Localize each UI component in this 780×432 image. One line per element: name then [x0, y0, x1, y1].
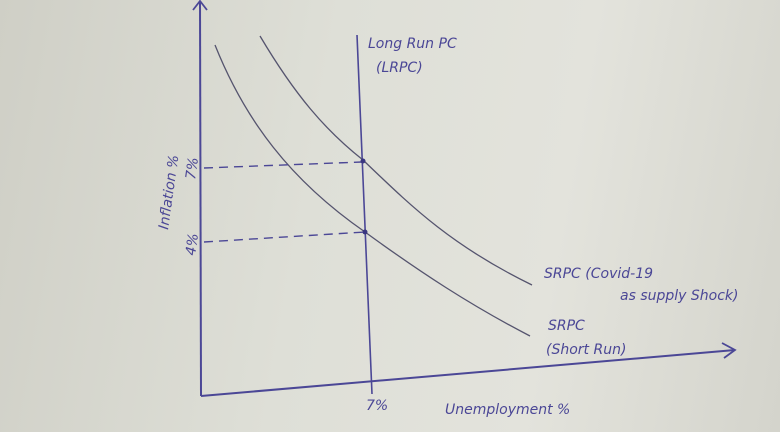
y-axis — [199, 1, 202, 397]
equilibrium-point-4 — [362, 229, 368, 235]
y-tick-4: 4% — [183, 232, 202, 256]
srpc-short-run-curve — [214, 44, 531, 337]
equilibrium-point-7 — [360, 158, 366, 164]
lrpc-label-line1: Long Run PC — [368, 36, 457, 52]
srpc-covid-label-line1: SRPC (Covid-19 — [544, 266, 653, 282]
y-axis-arrow-icon — [192, 0, 208, 11]
y-axis-label: Inflation % — [156, 154, 182, 231]
dashed-line-4 — [203, 231, 366, 243]
lrpc-label-line2: (LRPC) — [376, 60, 423, 76]
x-axis-arrow-icon — [721, 342, 737, 359]
y-tick-7: 7% — [183, 156, 202, 180]
srpc-label-line2: (Short Run) — [546, 342, 626, 358]
lrpc-line — [356, 34, 373, 395]
x-tick-7: 7% — [366, 398, 388, 414]
dashed-line-7 — [203, 161, 363, 169]
x-axis-label: Unemployment % — [445, 402, 570, 418]
x-axis — [200, 349, 736, 397]
srpc-label-line1: SRPC — [548, 318, 585, 334]
srpc-covid-label-line2: as supply Shock) — [620, 288, 738, 304]
